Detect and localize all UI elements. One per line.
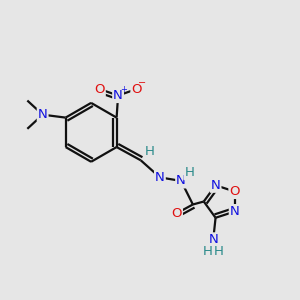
Text: O: O — [131, 82, 142, 95]
Text: O: O — [171, 207, 182, 220]
Text: −: − — [138, 78, 146, 88]
Text: O: O — [94, 82, 105, 95]
Text: H: H — [214, 244, 224, 257]
Text: N: N — [113, 89, 123, 102]
Text: H: H — [184, 166, 194, 179]
Text: N: N — [38, 108, 47, 121]
Text: H: H — [145, 145, 154, 158]
Text: H: H — [203, 244, 213, 257]
Text: N: N — [176, 174, 186, 188]
Text: N: N — [230, 205, 239, 218]
Text: O: O — [230, 185, 240, 198]
Text: N: N — [211, 179, 220, 192]
Text: +: + — [120, 85, 127, 94]
Text: N: N — [208, 233, 218, 246]
Text: N: N — [155, 171, 165, 184]
